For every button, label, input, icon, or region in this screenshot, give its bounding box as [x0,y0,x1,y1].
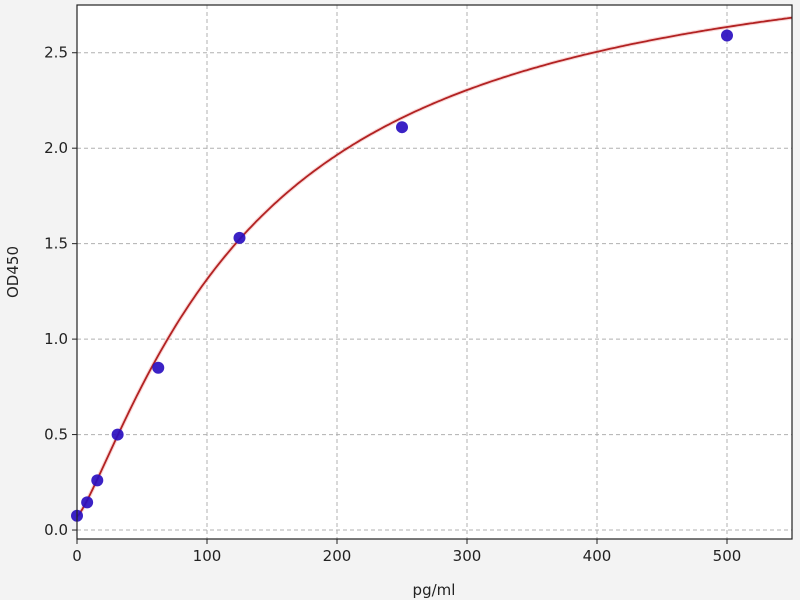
fit-curve [76,16,793,518]
data-point [91,474,104,487]
axes: 0 100 200 300 400 500 0.0 0.5 1.0 1.5 2.0 2.5 [44,4,793,565]
data-point [111,428,124,441]
y-tick-label: 2.0 [44,139,68,157]
plot-frame [76,4,793,540]
data-point [81,496,94,509]
grid [77,5,792,539]
plot-area [77,5,792,539]
data-points [71,29,733,522]
x-tick-label: 500 [713,547,742,565]
data-point [721,29,733,42]
y-tick-label: 1.5 [44,235,68,253]
x-tick-label: 400 [583,547,612,565]
y-tick-label: 2.5 [44,44,68,62]
data-point [396,121,408,134]
y-tick-label: 1.0 [44,330,68,348]
data-point [233,231,246,244]
x-axis-label: pg/ml [413,581,456,599]
y-tick-label: 0.0 [44,521,68,539]
x-tick-label: 200 [323,547,352,565]
x-tick-label: 100 [193,547,222,565]
data-point [152,361,165,374]
x-tick-label: 0 [72,547,82,565]
x-tick-label: 300 [453,547,482,565]
y-axis-label: OD450 [4,246,22,298]
fit-curve-group [75,15,793,518]
y-tick-label: 0.5 [44,426,68,444]
